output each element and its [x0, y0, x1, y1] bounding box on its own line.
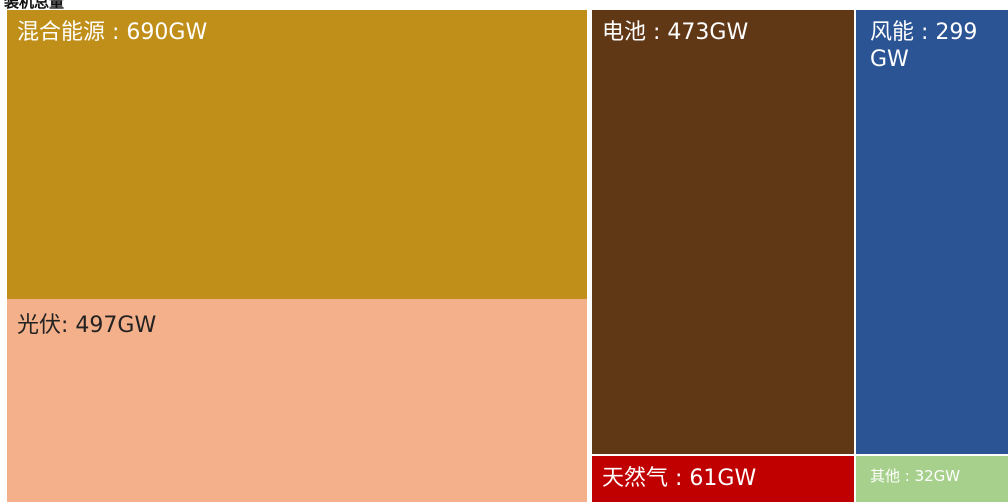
tile-label: 混合能源 : 690GW — [17, 20, 208, 45]
treemap-tile: 混合能源 : 690GW — [7, 10, 587, 299]
treemap-tile: 电池 : 473GW — [592, 10, 854, 454]
treemap-tile: 光伏: 497GW — [7, 299, 587, 502]
chart-title: 装机总量 — [4, 0, 65, 10]
header-strip: 装机总量 — [0, 0, 1008, 10]
treemap-tile: 天然气 : 61GW — [592, 456, 854, 502]
tile-label: 光伏: 497GW — [17, 313, 157, 338]
tile-label: 其他 : 32GW — [870, 467, 961, 485]
treemap-tile: 其他 : 32GW — [856, 456, 1008, 502]
tile-label: 天然气 : 61GW — [602, 466, 757, 491]
tile-label: 风能 : 299GW — [870, 20, 978, 72]
treemap-tile: 风能 : 299GW — [856, 10, 1008, 454]
tile-label: 电池 : 473GW — [602, 20, 749, 45]
